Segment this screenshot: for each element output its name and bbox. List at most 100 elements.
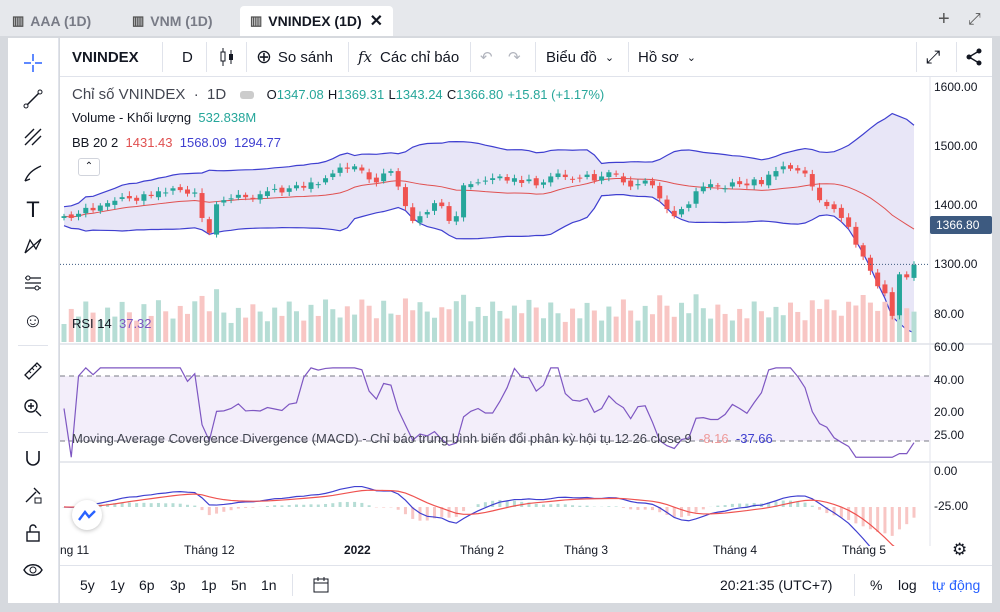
- macd-histogram-bar: [178, 503, 182, 507]
- pattern-icon[interactable]: [8, 231, 58, 261]
- candle-body: [526, 179, 532, 182]
- candle-body: [475, 182, 481, 184]
- plus-icon[interactable]: +: [938, 8, 950, 30]
- volume-bar: [90, 312, 96, 342]
- bollinger-band-fill: [64, 113, 914, 333]
- ruler-icon[interactable]: [8, 356, 58, 386]
- candle-body: [628, 180, 634, 187]
- toolbar-divider: [535, 42, 536, 72]
- eye-icon[interactable]: [8, 555, 58, 585]
- share-icon[interactable]: [965, 38, 983, 76]
- rsi-legend: RSI 14 37.32: [72, 316, 152, 331]
- candle-style-icon[interactable]: [218, 38, 236, 76]
- indicators-button[interactable]: fx Các chỉ báo: [358, 48, 460, 66]
- range-1m[interactable]: 1p: [201, 577, 217, 593]
- macd-histogram-bar: [716, 505, 720, 507]
- redo-icon[interactable]: ↷: [508, 49, 521, 66]
- tradingview-logo[interactable]: [72, 500, 102, 530]
- plus-circle-icon: ⊕: [256, 46, 272, 68]
- log-toggle[interactable]: log: [898, 577, 917, 593]
- tab-bar: ▥ AAA (1D) ▥ VNM (1D) ▥ VNINDEX (1D) ✕ + ⤢: [0, 0, 1000, 36]
- lock-icon[interactable]: [8, 518, 58, 548]
- macd-histogram-bar: [527, 502, 531, 507]
- tab-aaa[interactable]: ▥ AAA (1D): [12, 13, 92, 29]
- macd-histogram-bar: [418, 507, 422, 521]
- tab-vnm[interactable]: ▥ VNM (1D): [132, 13, 213, 29]
- candle-body: [599, 176, 605, 181]
- volume-bar: [657, 295, 663, 342]
- macd-histogram-bar: [607, 506, 611, 507]
- crosshair-icon[interactable]: [8, 48, 58, 78]
- range-1y[interactable]: 1y: [110, 577, 125, 593]
- macd-histogram-bar: [672, 507, 676, 518]
- auto-scale-toggle[interactable]: tự động: [932, 577, 981, 593]
- text-icon[interactable]: T: [26, 197, 40, 222]
- toolbar-divider: [956, 42, 957, 72]
- macd-histogram-bar: [331, 503, 335, 507]
- settings-icon[interactable]: ⚙: [952, 540, 968, 559]
- interval-button[interactable]: D: [182, 48, 193, 66]
- symbol-search[interactable]: VNINDEX: [72, 48, 139, 66]
- brush-icon[interactable]: [8, 158, 58, 188]
- volume-bar: [461, 294, 467, 342]
- trend-line-icon[interactable]: [8, 84, 58, 114]
- range-6m[interactable]: 6p: [139, 577, 155, 593]
- volume-bar: [112, 316, 118, 342]
- macd-histogram-bar: [621, 507, 625, 508]
- price-chart[interactable]: [60, 76, 992, 546]
- timezone-clock[interactable]: 20:21:35 (UTC+7): [720, 577, 833, 593]
- candle-body: [76, 213, 82, 217]
- lock-drawing-icon[interactable]: [8, 480, 58, 510]
- range-1d[interactable]: 1n: [261, 577, 277, 593]
- macd-histogram-bar: [222, 507, 226, 512]
- x-tick: 2022: [344, 543, 371, 557]
- volume-bar: [359, 299, 365, 342]
- range-5y[interactable]: 5y: [80, 577, 95, 593]
- macd-histogram-bar: [265, 505, 269, 507]
- macd-histogram-bar: [476, 504, 480, 507]
- bar-chart-icon: ▥: [250, 13, 263, 28]
- volume-bar: [163, 311, 169, 342]
- candle-body: [831, 204, 837, 210]
- volume-bar: [279, 315, 285, 342]
- price-tick: 1300.00: [934, 257, 978, 271]
- volume-bar: [446, 309, 452, 342]
- forecast-icon[interactable]: [8, 268, 58, 298]
- pitchfork-icon[interactable]: [8, 122, 58, 152]
- zoom-in-icon[interactable]: [8, 393, 58, 423]
- collapse-legend-button[interactable]: ⌃: [78, 158, 100, 176]
- chart-type-dropdown[interactable]: Biểu đồ ⌄: [546, 48, 615, 66]
- volume-bar: [867, 302, 873, 342]
- undo-icon[interactable]: ↶: [480, 49, 493, 66]
- macd-histogram-bar: [280, 505, 284, 507]
- candle-body: [584, 174, 590, 178]
- magnet-icon[interactable]: [8, 443, 58, 473]
- percent-toggle[interactable]: %: [870, 577, 883, 593]
- fullscreen-icon[interactable]: ⤢: [926, 46, 941, 67]
- close-icon[interactable]: ✕: [369, 13, 384, 30]
- volume-bar: [722, 313, 728, 342]
- volume-bar: [352, 314, 358, 342]
- volume-bar: [562, 321, 568, 342]
- profile-dropdown[interactable]: Hồ sơ ⌄: [638, 48, 696, 66]
- range-3m[interactable]: 3p: [170, 577, 186, 593]
- bollinger-upper-line: [63, 112, 915, 208]
- volume-bar: [809, 300, 815, 342]
- candle-body: [838, 207, 844, 218]
- candle-body: [548, 176, 554, 183]
- price-tick: 1500.00: [934, 139, 978, 153]
- tab-vnindex[interactable]: ▥ VNINDEX (1D) ✕: [240, 6, 394, 36]
- range-5d[interactable]: 5n: [231, 577, 247, 593]
- volume-bar: [243, 317, 249, 342]
- candle-body: [432, 203, 438, 211]
- volume-bar: [511, 305, 517, 342]
- compare-button[interactable]: ⊕ So sánh: [256, 46, 333, 68]
- goto-date-icon[interactable]: [312, 566, 330, 604]
- candle-body: [344, 167, 350, 169]
- hide-legend-icon[interactable]: [240, 91, 255, 100]
- candle-body: [642, 180, 648, 184]
- candle-body: [330, 173, 336, 178]
- emoji-icon[interactable]: ☺: [22, 309, 44, 332]
- expand-icon[interactable]: ⤢: [968, 11, 981, 28]
- volume-bar: [76, 316, 82, 342]
